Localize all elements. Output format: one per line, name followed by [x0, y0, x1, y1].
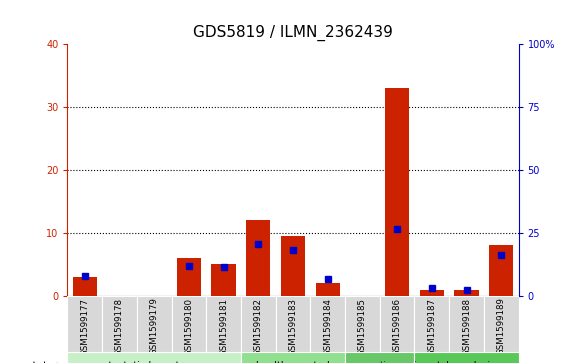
Bar: [212, 264, 236, 296]
Text: GSM1599185: GSM1599185: [358, 298, 367, 355]
Text: GSM1599187: GSM1599187: [427, 298, 437, 355]
Bar: [172, 296, 206, 352]
Text: GSM1599184: GSM1599184: [323, 298, 332, 355]
Bar: [316, 283, 340, 296]
Bar: [137, 296, 172, 352]
Bar: [414, 296, 449, 352]
Bar: [281, 236, 305, 296]
Text: metastatic breast cancer: metastatic breast cancer: [93, 361, 216, 363]
Text: GSM1599177: GSM1599177: [80, 298, 89, 355]
Text: GSM1599179: GSM1599179: [149, 298, 159, 355]
Bar: [385, 88, 409, 296]
Text: GSM1599183: GSM1599183: [288, 298, 298, 355]
Bar: [246, 220, 271, 296]
Bar: [177, 258, 201, 296]
Text: GSM1599181: GSM1599181: [219, 298, 228, 355]
Text: healthy control: healthy control: [256, 361, 330, 363]
Bar: [449, 296, 484, 352]
Bar: [345, 296, 380, 352]
Bar: [454, 290, 479, 296]
Bar: [311, 296, 345, 352]
Bar: [345, 352, 414, 363]
Bar: [206, 296, 241, 352]
Bar: [380, 296, 414, 352]
Text: GSM1599189: GSM1599189: [497, 298, 506, 355]
Bar: [484, 296, 519, 352]
Text: GSM1599180: GSM1599180: [185, 298, 193, 355]
Bar: [241, 296, 275, 352]
Text: GSM1599186: GSM1599186: [393, 298, 401, 355]
Bar: [414, 352, 519, 363]
Bar: [275, 296, 311, 352]
Bar: [67, 296, 102, 352]
Text: disease state ▶: disease state ▶: [0, 361, 64, 363]
Text: gram-negative sepsis: gram-negative sepsis: [338, 361, 421, 363]
Text: GSM1599188: GSM1599188: [462, 298, 471, 355]
Text: tuberculosis: tuberculosis: [437, 361, 496, 363]
Bar: [73, 277, 97, 296]
Bar: [67, 352, 241, 363]
Bar: [489, 245, 513, 296]
Title: GDS5819 / ILMN_2362439: GDS5819 / ILMN_2362439: [193, 25, 393, 41]
Text: GSM1599178: GSM1599178: [115, 298, 124, 355]
Bar: [241, 352, 345, 363]
Text: GSM1599182: GSM1599182: [254, 298, 263, 355]
Bar: [420, 290, 444, 296]
Bar: [102, 296, 137, 352]
